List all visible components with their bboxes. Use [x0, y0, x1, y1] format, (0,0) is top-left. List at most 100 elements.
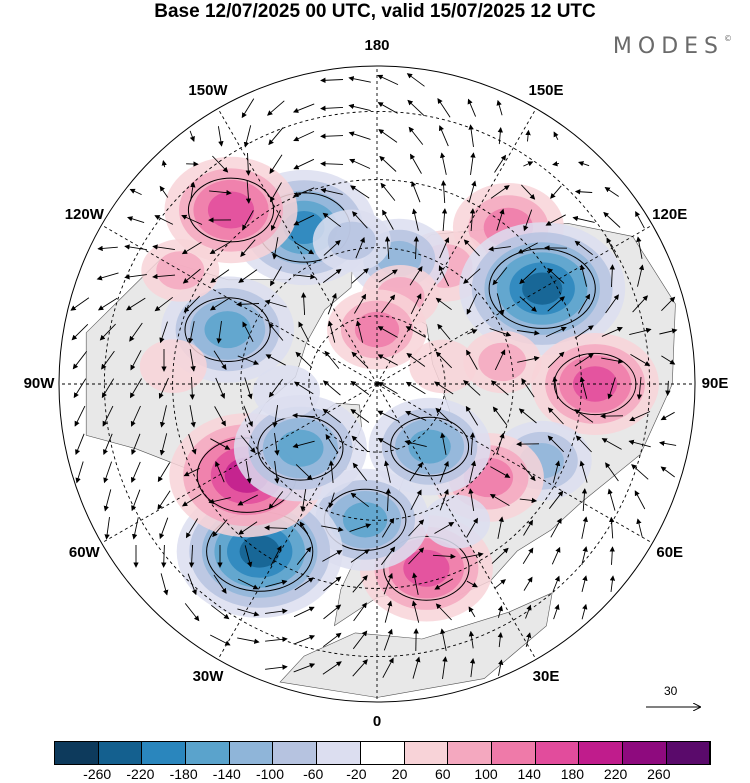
- wind-arrow: [635, 211, 645, 229]
- longitude-label: 120E: [652, 206, 688, 223]
- colorbar-swatch: [186, 742, 230, 764]
- colorbar-swatch: [666, 742, 711, 764]
- wind-arrow: [268, 491, 284, 510]
- longitude-label: 60W: [68, 544, 100, 561]
- wind-arrow: [439, 460, 449, 483]
- wind-arrow: [488, 246, 511, 252]
- wind-vectors: [70, 73, 678, 679]
- wind-arrow: [294, 241, 315, 255]
- wind-arrow: [270, 266, 282, 287]
- meridian-line: [217, 108, 378, 385]
- wind-arrow: [274, 433, 280, 456]
- wind-arrow: [181, 241, 202, 255]
- wind-arrow: [469, 658, 476, 678]
- wind-arrow: [412, 572, 419, 595]
- wind-arrow: [409, 462, 423, 482]
- wind-arrow: [320, 161, 344, 167]
- wind-arrow: [293, 606, 315, 618]
- wind-arrow: [241, 98, 255, 119]
- wind-arrow: [216, 321, 222, 344]
- colorbar-swatch: [622, 742, 667, 764]
- wind-arrow: [490, 380, 509, 396]
- wind-arrow: [434, 522, 455, 534]
- wind-arrow: [320, 105, 344, 112]
- wind-arrow: [274, 461, 280, 484]
- wind-arrow: [607, 377, 616, 400]
- wind-arrow: [159, 321, 168, 344]
- wind-arrow: [381, 517, 395, 538]
- wind-arrow: [469, 460, 477, 483]
- wind-arrow: [124, 244, 147, 251]
- wind-arrow: [552, 460, 561, 483]
- wind-arrow: [322, 380, 341, 396]
- wind-arrow: [411, 208, 419, 231]
- wind-arrow: [210, 269, 230, 283]
- wind-arrow: [182, 268, 201, 284]
- wind-arrow: [129, 378, 142, 399]
- wind-arrow: [293, 635, 316, 645]
- wind-arrow: [322, 408, 341, 424]
- anomaly-contour: [207, 191, 255, 229]
- wind-arrow: [605, 462, 619, 482]
- wind-arrow: [547, 267, 565, 284]
- wind-arrow: [378, 269, 398, 283]
- wind-arrow: [300, 292, 307, 316]
- wind-arrow: [131, 433, 141, 456]
- wind-arrow: [552, 575, 560, 592]
- wind-arrow: [440, 628, 447, 651]
- wind-arrow: [244, 377, 253, 400]
- wind-arrow: [636, 376, 643, 400]
- meridian-line: [376, 224, 653, 385]
- wind-arrow: [73, 378, 87, 399]
- wind-arrow: [190, 181, 196, 202]
- wind-arrow: [494, 154, 506, 173]
- wind-arrow: [410, 489, 422, 511]
- wind-arrow: [490, 466, 511, 478]
- wind-arrow: [547, 407, 564, 425]
- brand-logo: MODES©: [612, 34, 732, 59]
- wind-arrow: [523, 576, 533, 591]
- wind-arrow: [438, 265, 450, 287]
- height-contour: [390, 416, 470, 477]
- wind-arrow: [350, 380, 370, 395]
- wind-arrow: [293, 274, 316, 280]
- wind-arrow: [435, 351, 453, 369]
- wind-arrow: [552, 376, 559, 399]
- wind-arrow: [441, 208, 448, 232]
- longitude-label: 90E: [701, 375, 729, 392]
- wind-arrow: [574, 325, 594, 339]
- wind-arrow: [323, 239, 341, 256]
- wind-arrow: [159, 405, 167, 428]
- wind-arrow: [553, 131, 559, 141]
- wind-arrow: [350, 185, 370, 199]
- wind-arrow: [412, 656, 421, 679]
- wind-arrow: [468, 630, 475, 649]
- anomaly-contour: [342, 502, 388, 538]
- wind-arrow: [270, 182, 282, 203]
- wind-arrow: [522, 547, 534, 564]
- colorbar-label: 100: [474, 766, 498, 782]
- wind-arrow: [355, 320, 364, 343]
- wind-arrow: [378, 129, 398, 143]
- colorbar-label: -220: [126, 766, 155, 782]
- wind-arrow: [240, 239, 256, 257]
- wind-arrow: [463, 268, 481, 284]
- wind-arrow: [496, 208, 505, 231]
- wind-arrow: [636, 518, 643, 537]
- wind-arrow: [183, 295, 201, 313]
- wind-arrow: [550, 517, 562, 538]
- wind-arrow: [661, 355, 676, 365]
- wind-arrow: [411, 600, 420, 623]
- colorbar-swatch: [535, 742, 580, 764]
- wind-arrow: [324, 350, 340, 369]
- wind-arrow: [496, 432, 505, 455]
- wind-arrow: [292, 187, 315, 197]
- longitude-label: 150W: [188, 82, 228, 100]
- wind-arrow: [409, 266, 423, 286]
- wind-arrow: [413, 236, 419, 260]
- wind-arrow: [132, 517, 139, 540]
- wind-arrow: [601, 326, 623, 337]
- wind-arrow: [129, 188, 142, 196]
- wind-arrow: [293, 130, 315, 142]
- wind-arrow: [411, 180, 421, 203]
